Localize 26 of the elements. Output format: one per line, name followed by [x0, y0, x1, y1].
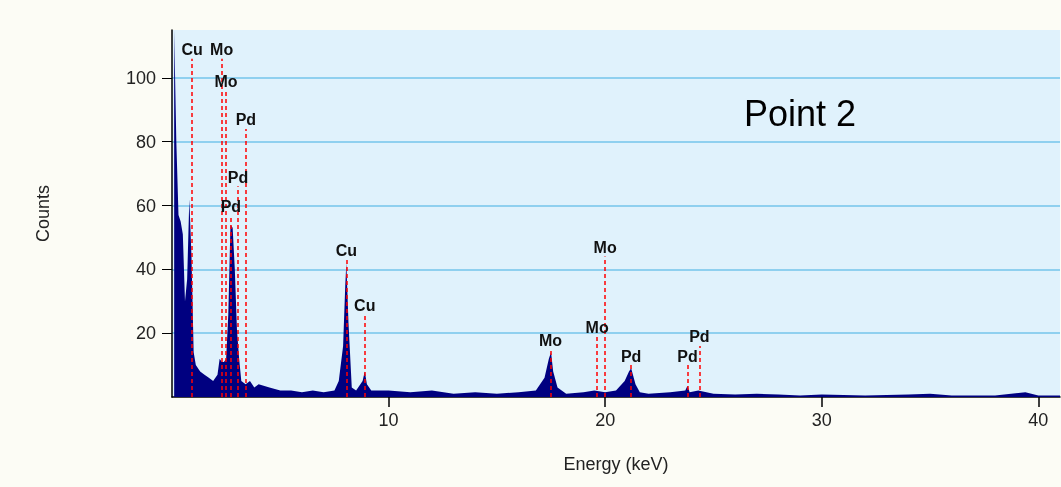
- annotation: Pd: [235, 111, 257, 129]
- annotation: Point 2: [743, 92, 856, 134]
- y-tick-label: 80: [135, 131, 156, 152]
- x-tick-label: 40: [1028, 410, 1049, 430]
- y-tick-label: 100: [125, 67, 156, 88]
- annotation: Pd: [689, 328, 710, 346]
- annotation: Pd: [227, 168, 249, 186]
- annotation: Cu: [354, 296, 376, 314]
- annotation: Pd: [677, 347, 698, 365]
- annotation: Pd: [220, 197, 242, 215]
- annotation: Cu: [181, 41, 203, 59]
- y-axis-title: Counts: [33, 184, 53, 243]
- annotation: Pd: [620, 347, 642, 365]
- annotation: Mo: [585, 318, 609, 336]
- annotation: Mo: [210, 41, 234, 59]
- x-axis-title: Energy (keV): [563, 454, 669, 474]
- y-tick-label: 20: [135, 323, 156, 344]
- x-tick-label: 30: [811, 410, 832, 430]
- x-tick-label: 20: [595, 410, 616, 430]
- x-tick-label: 10: [378, 410, 399, 430]
- annotation: Mo: [539, 331, 563, 349]
- annotation: Cu: [335, 242, 358, 260]
- y-tick-label: 40: [135, 259, 156, 280]
- annotation: Mo: [214, 73, 238, 91]
- y-tick-label: 60: [135, 195, 156, 216]
- annotation: Mo: [593, 239, 617, 257]
